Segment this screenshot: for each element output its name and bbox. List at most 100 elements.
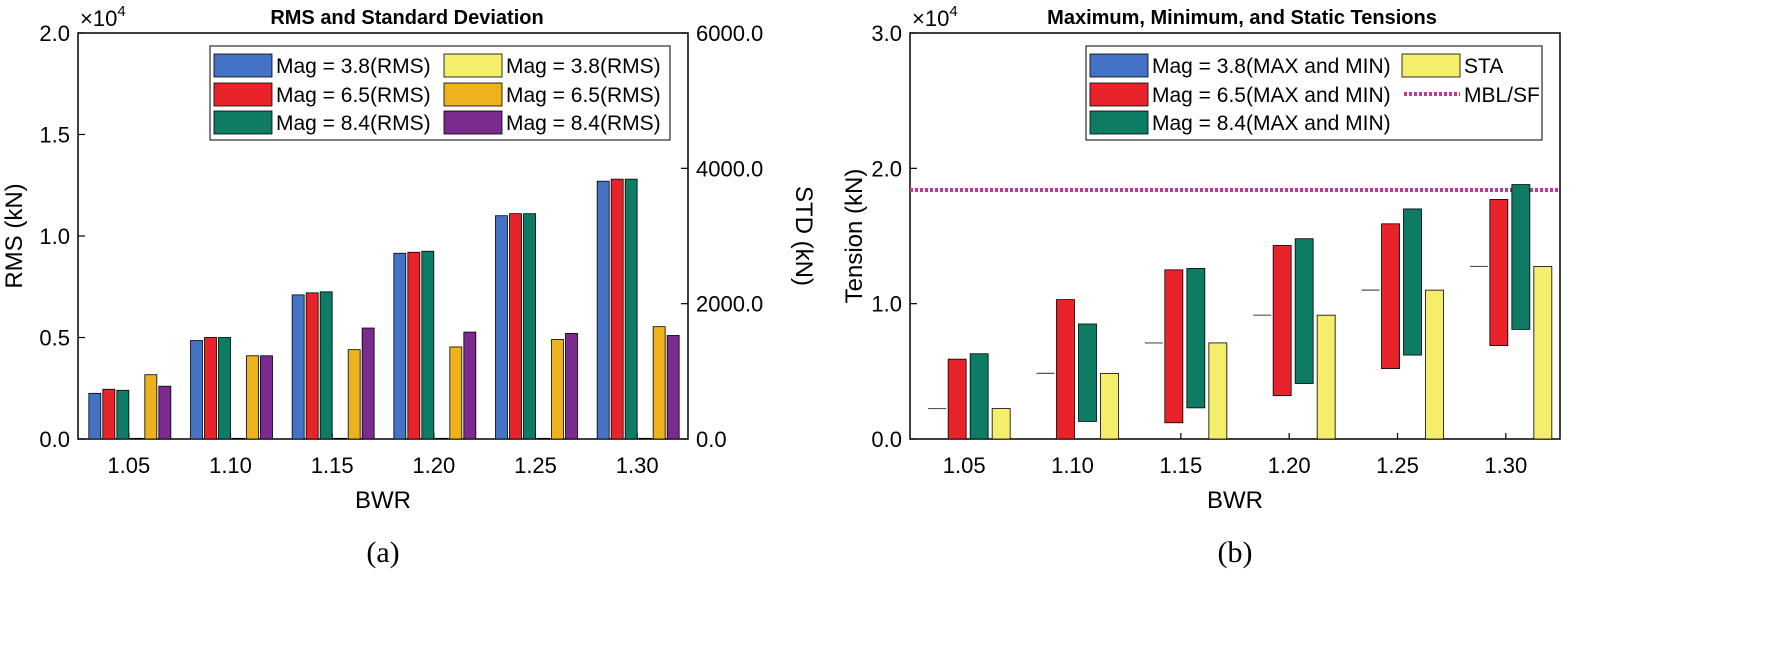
chart-a-y-ticks: 0.0 0.5 1.0 1.5 2.0 [39, 21, 85, 452]
chart-a-legend-label: Mag = 6.5(RMS) [506, 84, 661, 107]
chart-a-y-tick-label: 2.0 [39, 21, 70, 46]
chart-b-bar [1208, 342, 1228, 440]
chart-a-x-tick-label: 1.10 [209, 453, 252, 478]
chart-a-y-tick-label: 0.5 [39, 326, 70, 351]
chart-a-legend-swatch [443, 110, 503, 135]
chart-a-bar [260, 355, 273, 440]
chart-b-legend-box [1085, 45, 1543, 141]
chart-a-exponent-base: ×10 [80, 6, 117, 31]
chart-a-exponent: ×104 [80, 3, 126, 31]
chart-b-x-tick-label: 1.10 [1051, 453, 1094, 478]
chart-a-y-tick-label: 1.5 [39, 123, 70, 148]
chart-a-bar [333, 437, 347, 440]
chart-a-legend-label: Mag = 8.4(RMS) [276, 112, 431, 135]
chart-b-legend-label: MBL/SF [1464, 84, 1540, 107]
chart-b-x-tick-label: 1.05 [943, 453, 986, 478]
chart-a-legend-swatch [213, 82, 273, 107]
chart-a-bar [407, 251, 421, 440]
chart-a-bar [347, 349, 361, 440]
chart-b-bar [1272, 245, 1292, 397]
chart-b-x-tick-label: 1.25 [1376, 453, 1419, 478]
chart-b-bar [1403, 208, 1422, 356]
chart-b-y-tick-label: 2.0 [871, 156, 902, 181]
chart-b-bar [1316, 314, 1336, 440]
chart-a-bar [204, 337, 217, 440]
chart-b-exponent: ×104 [912, 3, 958, 31]
chart-a-bar [551, 339, 564, 440]
chart-a-bar [509, 213, 522, 440]
chart-b: Maximum, Minimum, and Static Tensions ×1… [841, 3, 1561, 569]
chart-a-bar [361, 327, 375, 440]
chart-b-x-ticks: 1.05 1.10 1.15 1.20 1.25 1.30 [943, 433, 1527, 478]
chart-a-legend-swatch [443, 53, 503, 78]
chart-a-bar [435, 437, 449, 440]
chart-a-y-tick-label-right: 0.0 [696, 427, 727, 452]
chart-b-bars [928, 184, 1553, 440]
chart-a-bar [596, 180, 610, 440]
chart-a-x-ticks: 1.05 1.10 1.15 1.20 1.25 1.30 [107, 433, 659, 478]
chart-b-x-label: BWR [1207, 487, 1263, 514]
chart-a-y-ticks-right: 0.0 2000.0 4000.0 6000.0 [681, 21, 763, 452]
chart-a-bar [523, 213, 536, 440]
chart-a-legend: Mag = 3.8(RMS) Mag = 6.5(RMS) Mag = 8.4(RM… [209, 45, 671, 141]
chart-b-bar [1425, 289, 1444, 440]
chart-a-y-tick-label: 1.0 [39, 224, 70, 249]
chart-b-y-label: Tension (kN) [841, 169, 868, 304]
chart-b-caption: (b) [1218, 536, 1253, 569]
chart-a-y-tick-label-right: 6000.0 [696, 21, 763, 46]
chart-a-bar [102, 388, 116, 440]
chart-b-bar [1381, 223, 1400, 370]
chart-b-bar [1078, 323, 1097, 422]
chart-b-legend-swatch [1401, 53, 1461, 78]
chart-b-bar [1294, 238, 1314, 384]
chart-a-y-label: RMS (kN) [1, 183, 28, 288]
chart-a-bar [449, 346, 463, 440]
chart-a-legend-swatch [213, 53, 273, 78]
chart-a-bar [88, 392, 102, 440]
chart-b-x-tick-label: 1.30 [1484, 453, 1527, 478]
chart-a-x-tick-label: 1.05 [107, 453, 150, 478]
chart-a: RMS and Standard Deviation ×104 0.0 0.5 1.… [1, 3, 817, 569]
chart-b-bar [1489, 199, 1509, 347]
chart-b-bar [947, 358, 967, 440]
chart-b-y-ticks: 0.0 1.0 2.0 3.0 [871, 21, 917, 452]
chart-a-legend-label: Mag = 3.8(RMS) [506, 55, 661, 78]
chart-a-bar [305, 292, 319, 440]
chart-a-bar [624, 178, 638, 440]
chart-a-bar [495, 215, 508, 440]
chart-a-y-label-right: STD (kN) [790, 186, 817, 286]
chart-a-legend-label: Mag = 6.5(RMS) [276, 84, 431, 107]
chart-a-y-tick-label: 0.0 [39, 427, 70, 452]
chart-b-bar [1511, 184, 1531, 330]
chart-a-x-tick-label: 1.20 [412, 453, 455, 478]
chart-b-legend-label: Mag = 8.4(MAX and MIN) [1152, 112, 1391, 135]
chart-b-exponent-base: ×10 [912, 6, 949, 31]
chart-b-title: Maximum, Minimum, and Static Tensions [1047, 7, 1437, 29]
chart-a-bar [246, 355, 259, 440]
chart-a-x-tick-label: 1.15 [311, 453, 354, 478]
chart-b-bar [1100, 372, 1119, 440]
chart-b-bar [1164, 269, 1184, 424]
chart-a-bar [565, 333, 578, 440]
chart-b-plot-box [909, 32, 1561, 440]
chart-b-legend-label: Mag = 6.5(MAX and MIN) [1152, 84, 1391, 107]
chart-a-bar [190, 340, 203, 440]
chart-a-legend-box [209, 45, 671, 141]
chart-b-bar [1186, 268, 1206, 409]
chart-a-bar [158, 385, 172, 440]
chart-b-legend-swatch [1089, 82, 1149, 107]
chart-b-legend-swatch [1089, 53, 1149, 78]
chart-a-bar [463, 331, 477, 440]
chart-a-bar [144, 374, 158, 440]
chart-b-legend-swatch [1089, 110, 1149, 135]
chart-b-bar [969, 353, 989, 440]
chart-a-bar [291, 294, 305, 440]
chart-a-legend-label: Mag = 3.8(RMS) [276, 55, 431, 78]
chart-a-bar [130, 437, 144, 440]
chart-a-bar [393, 252, 407, 440]
chart-b-bar [1533, 266, 1553, 440]
chart-a-title: RMS and Standard Deviation [270, 7, 543, 29]
chart-a-bar [319, 291, 333, 440]
chart-a-bar [610, 178, 624, 440]
